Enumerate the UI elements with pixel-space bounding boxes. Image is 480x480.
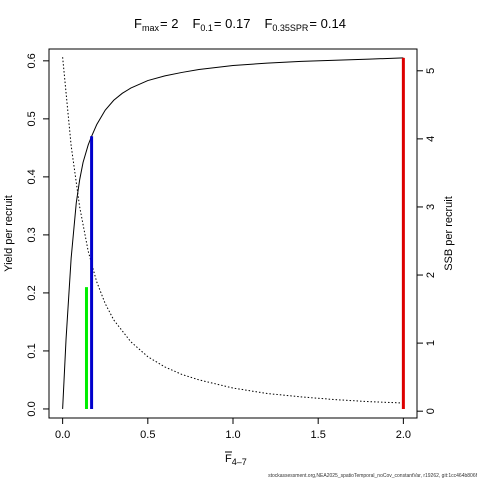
x-axis-label-symbol: F (225, 453, 232, 465)
x-tick-label: 0.5 (140, 429, 155, 441)
reference-lines (84, 57, 405, 409)
x-tick-label: 2.0 (396, 429, 411, 441)
title-symbol: F (192, 16, 200, 31)
x-tick-label: 1.0 (225, 429, 240, 441)
x-axis: 0.0 0.5 1.0 1.5 2.0 (55, 417, 411, 441)
y-right-tick-label: 2 (425, 272, 437, 278)
chart-title-text: Fmax= 2 F0.1= 0.17 F0.35SPR= 0.14 (134, 16, 346, 33)
y-axis-right-label: SSB per recruit (443, 196, 455, 271)
plot-frame (48, 48, 418, 419)
y-right-tick-label: 3 (425, 204, 437, 210)
footer-source-text: stockassessment.org,NEA2025_spatioTempor… (268, 473, 478, 479)
title-subscript: 0.35SPR (272, 23, 309, 33)
y-axis-right: 0 1 2 3 4 5 (416, 68, 437, 414)
title-value: = 0.17 (214, 16, 251, 31)
x-tick-label: 0.0 (55, 429, 70, 441)
title-subscript: 0.1 (200, 23, 213, 33)
chart-title: Fmax= 2 F0.1= 0.17 F0.35SPR= 0.14 (134, 16, 346, 33)
y-left-tick-label: 0.2 (26, 285, 38, 300)
y-right-tick-label: 0 (425, 408, 437, 414)
x-tick-label: 1.5 (311, 429, 326, 441)
y-left-tick-label: 0.5 (26, 111, 38, 126)
x-axis-label-text: F4–7 (225, 453, 247, 467)
y-axis-left-label: Yield per recruit (3, 195, 15, 272)
x-axis-label: F4–7 (225, 451, 247, 467)
y-left-tick-label: 0.3 (26, 227, 38, 242)
y-left-tick-label: 0.6 (26, 53, 38, 68)
y-right-tick-label: 4 (425, 136, 437, 142)
ssb-per-recruit-line (62, 57, 404, 404)
yield-per-recruit-line (62, 57, 404, 409)
y-right-tick-label: 1 (425, 340, 437, 346)
series-group (62, 57, 404, 409)
title-value: = 2 (160, 16, 178, 31)
title-symbol: F (264, 16, 272, 31)
x-axis-label-subscript: 4–7 (232, 457, 247, 467)
title-value: = 0.14 (309, 16, 346, 31)
y-left-tick-label: 0.1 (26, 343, 38, 358)
title-symbol: F (134, 16, 142, 31)
y-axis-left: 0.0 0.1 0.2 0.3 0.4 0.5 0.6 (26, 53, 50, 417)
y-right-tick-label: 5 (425, 68, 437, 74)
title-subscript: max (142, 23, 160, 33)
y-left-tick-label: 0.0 (26, 401, 38, 416)
y-left-tick-label: 0.4 (26, 169, 38, 184)
